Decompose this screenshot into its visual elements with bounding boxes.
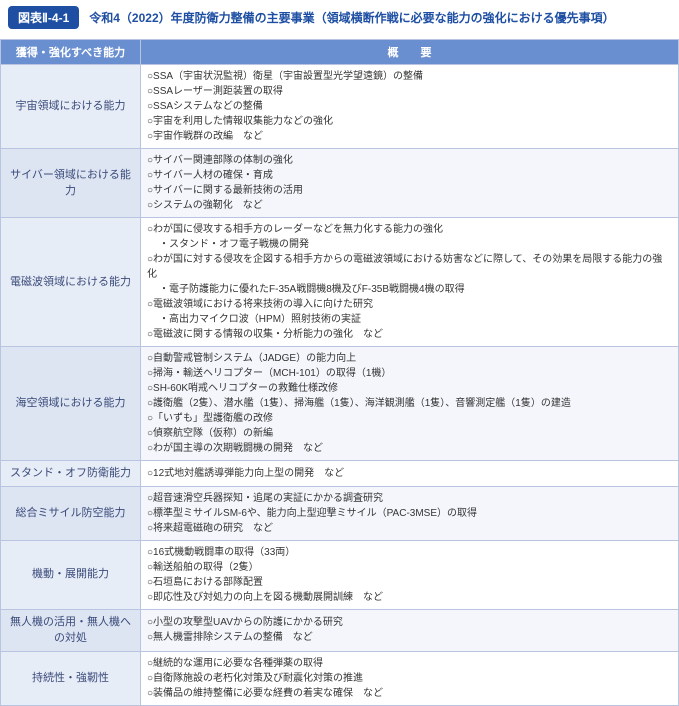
- overview-cell: ○わが国に侵攻する相手方のレーダーなどを無力化する能力の強化・スタンド・オフ電子…: [141, 218, 679, 347]
- overview-item: ○継続的な運用に必要な各種弾薬の取得: [147, 656, 672, 671]
- col-header-overview: 概 要: [141, 40, 679, 65]
- overview-item: ○超音速滑空兵器探知・追尾の実証にかかる調査研究: [147, 491, 672, 506]
- overview-item: ○サイバー関連部隊の体制の強化: [147, 153, 672, 168]
- overview-item: ○電磁波に関する情報の収集・分析能力の強化 など: [147, 327, 672, 342]
- overview-item: ○16式機動戦闘車の取得（33両）: [147, 545, 672, 560]
- capability-cell: スタンド・オフ防衛能力: [1, 461, 141, 487]
- overview-item: ○将来超電磁砲の研究 など: [147, 521, 672, 536]
- capability-cell: 総合ミサイル防空能力: [1, 486, 141, 540]
- overview-cell: ○サイバー関連部隊の体制の強化○サイバー人材の確保・育成○サイバーに関する最新技…: [141, 149, 679, 218]
- overview-item: ○サイバー人材の確保・育成: [147, 168, 672, 183]
- overview-item: ○12式地対艦誘導弾能力向上型の開発 など: [147, 466, 672, 481]
- table-header-row: 獲得・強化すべき能力 概 要: [1, 40, 679, 65]
- overview-item: ○SSA（宇宙状況監視）衛星（宇宙設置型光学望遠鏡）の整備: [147, 69, 672, 84]
- overview-item: ○装備品の維持整備に必要な経費の着実な確保 など: [147, 686, 672, 701]
- overview-item: ○SSAレーザー測距装置の取得: [147, 84, 672, 99]
- capability-cell: 宇宙領域における能力: [1, 65, 141, 149]
- overview-cell: ○小型の攻撃型UAVからの防護にかかる研究○無人機雷排除システムの整備 など: [141, 609, 679, 651]
- overview-item: ○無人機雷排除システムの整備 など: [147, 630, 672, 645]
- col-header-capability: 獲得・強化すべき能力: [1, 40, 141, 65]
- overview-item: ○電磁波領域における将来技術の導入に向けた研究: [147, 297, 672, 312]
- overview-cell: ○自動警戒管制システム（JADGE）の能力向上○掃海・輸送ヘリコプター（MCH-…: [141, 347, 679, 461]
- capability-cell: 機動・展開能力: [1, 540, 141, 609]
- overview-item: ・電子防護能力に優れたF-35A戦闘機8機及びF-35B戦闘機4機の取得: [147, 282, 672, 297]
- overview-item: ○輸送船舶の取得（2隻）: [147, 560, 672, 575]
- overview-item: ○自衛隊施設の老朽化対策及び耐震化対策の推進: [147, 671, 672, 686]
- overview-item: ○サイバーに関する最新技術の活用: [147, 183, 672, 198]
- overview-item: ○掃海・輸送ヘリコプター（MCH-101）の取得（1機）: [147, 366, 672, 381]
- capability-cell: サイバー領域における能力: [1, 149, 141, 218]
- table-row: 海空領域における能力○自動警戒管制システム（JADGE）の能力向上○掃海・輸送ヘ…: [1, 347, 679, 461]
- overview-item: ○偵察航空隊（仮称）の新編: [147, 426, 672, 441]
- table-row: 持続性・強靭性○継続的な運用に必要な各種弾薬の取得○自衛隊施設の老朽化対策及び耐…: [1, 651, 679, 705]
- overview-cell: ○継続的な運用に必要な各種弾薬の取得○自衛隊施設の老朽化対策及び耐震化対策の推進…: [141, 651, 679, 705]
- figure-header: 図表Ⅱ-4-1 令和4（2022）年度防衛力整備の主要事業（領域横断作戦に必要な…: [0, 0, 679, 39]
- overview-item: ○SSAシステムなどの整備: [147, 99, 672, 114]
- capability-cell: 海空領域における能力: [1, 347, 141, 461]
- table-row: 無人機の活用・無人機への対処○小型の攻撃型UAVからの防護にかかる研究○無人機雷…: [1, 609, 679, 651]
- overview-item: ○即応性及び対処力の向上を図る機動展開訓練 など: [147, 590, 672, 605]
- table-row: 総合ミサイル防空能力○超音速滑空兵器探知・追尾の実証にかかる調査研究○標準型ミサ…: [1, 486, 679, 540]
- figure-title: 令和4（2022）年度防衛力整備の主要事業（領域横断作戦に必要な能力の強化におけ…: [89, 9, 614, 26]
- overview-cell: ○SSA（宇宙状況監視）衛星（宇宙設置型光学望遠鏡）の整備○SSAレーザー測距装…: [141, 65, 679, 149]
- overview-item: ○わが国に対する侵攻を企図する相手方からの電磁波領域における妨害などに際して、そ…: [147, 252, 672, 282]
- overview-item: ○「いずも」型護衛艦の改修: [147, 411, 672, 426]
- overview-item: ○標準型ミサイルSM-6や、能力向上型迎撃ミサイル（PAC-3MSE）の取得: [147, 506, 672, 521]
- overview-item: ○わが国に侵攻する相手方のレーダーなどを無力化する能力の強化: [147, 222, 672, 237]
- overview-item: ○自動警戒管制システム（JADGE）の能力向上: [147, 351, 672, 366]
- capability-cell: 持続性・強靭性: [1, 651, 141, 705]
- table-row: 機動・展開能力○16式機動戦闘車の取得（33両）○輸送船舶の取得（2隻）○石垣島…: [1, 540, 679, 609]
- table-row: サイバー領域における能力○サイバー関連部隊の体制の強化○サイバー人材の確保・育成…: [1, 149, 679, 218]
- overview-cell: ○16式機動戦闘車の取得（33両）○輸送船舶の取得（2隻）○石垣島における部隊配…: [141, 540, 679, 609]
- overview-item: ○わが国主導の次期戦闘機の開発 など: [147, 441, 672, 456]
- overview-item: ○SH-60K哨戒ヘリコプターの救難仕様改修: [147, 381, 672, 396]
- main-table: 獲得・強化すべき能力 概 要 宇宙領域における能力○SSA（宇宙状況監視）衛星（…: [0, 39, 679, 706]
- table-row: スタンド・オフ防衛能力 ○12式地対艦誘導弾能力向上型の開発 など: [1, 461, 679, 487]
- capability-cell: 無人機の活用・無人機への対処: [1, 609, 141, 651]
- overview-item: ・スタンド・オフ電子戦機の開発: [147, 237, 672, 252]
- figure-label-badge: 図表Ⅱ-4-1: [8, 6, 79, 29]
- overview-item: ・高出力マイクロ波（HPM）照射技術の実証: [147, 312, 672, 327]
- table-row: 電磁波領域における能力○わが国に侵攻する相手方のレーダーなどを無力化する能力の強…: [1, 218, 679, 347]
- overview-item: ○システムの強靭化 など: [147, 198, 672, 213]
- overview-item: ○宇宙作戦群の改編 など: [147, 129, 672, 144]
- overview-cell: ○12式地対艦誘導弾能力向上型の開発 など: [141, 461, 679, 487]
- table-row: 宇宙領域における能力○SSA（宇宙状況監視）衛星（宇宙設置型光学望遠鏡）の整備○…: [1, 65, 679, 149]
- capability-cell: 電磁波領域における能力: [1, 218, 141, 347]
- overview-cell: ○超音速滑空兵器探知・追尾の実証にかかる調査研究○標準型ミサイルSM-6や、能力…: [141, 486, 679, 540]
- overview-item: ○小型の攻撃型UAVからの防護にかかる研究: [147, 615, 672, 630]
- overview-item: ○石垣島における部隊配置: [147, 575, 672, 590]
- overview-item: ○護衛艦（2隻）、潜水艦（1隻）、掃海艦（1隻）、海洋観測艦（1隻）、音響測定艦…: [147, 396, 672, 411]
- overview-item: ○宇宙を利用した情報収集能力などの強化: [147, 114, 672, 129]
